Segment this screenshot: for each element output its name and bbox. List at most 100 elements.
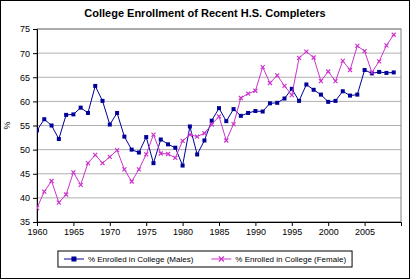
tick: 50 — [20, 145, 37, 155]
point — [144, 152, 148, 156]
series-markers — [37, 33, 396, 210]
tick: 1985 — [209, 222, 229, 237]
point — [181, 139, 185, 143]
grid-line — [37, 173, 401, 174]
tick-mark — [33, 174, 37, 175]
legend-item: % Enrolled in College (Males) — [64, 255, 194, 264]
tick-mark — [146, 222, 147, 226]
point — [217, 114, 221, 118]
tick-mark — [255, 222, 256, 226]
plot-frame — [37, 29, 401, 222]
point — [312, 88, 316, 92]
plot-marks — [37, 33, 396, 210]
point — [108, 123, 112, 127]
point — [232, 122, 236, 126]
point — [130, 148, 134, 152]
legend: % Enrolled in College (Males)% Enrolled … — [58, 251, 352, 267]
point — [42, 117, 46, 121]
point — [188, 133, 192, 137]
point — [93, 153, 97, 157]
chart: 1960196519701975198019851990199520002005… — [0, 0, 410, 279]
point — [239, 114, 243, 118]
legend-marker — [219, 257, 224, 262]
tick: 1975 — [137, 222, 157, 237]
tick-label: 55 — [20, 121, 30, 131]
point — [93, 84, 97, 88]
point — [283, 96, 287, 100]
point — [195, 135, 199, 139]
tick: 1965 — [64, 222, 84, 237]
point — [253, 89, 257, 93]
point — [392, 33, 396, 37]
point — [297, 56, 301, 60]
tick: 65 — [20, 73, 37, 83]
point — [283, 84, 287, 88]
tick-label: 1995 — [282, 227, 302, 237]
point — [57, 137, 61, 141]
tick: 40 — [20, 193, 37, 203]
tick: 35 — [20, 217, 37, 227]
tick: 55 — [20, 121, 37, 131]
point — [253, 109, 257, 113]
point — [341, 89, 345, 93]
point — [333, 79, 337, 83]
y-axis: 354045505560657075 — [20, 24, 38, 227]
tick-mark — [110, 222, 111, 226]
grid-line — [37, 149, 401, 150]
point — [137, 151, 141, 155]
series-line — [37, 70, 394, 166]
point — [326, 100, 330, 104]
point — [370, 71, 374, 75]
point — [246, 92, 250, 96]
tick: 75 — [20, 24, 37, 34]
point — [232, 107, 236, 111]
point — [304, 50, 308, 54]
point — [79, 106, 83, 110]
tick: 2000 — [319, 222, 339, 237]
chart-border — [1, 1, 410, 279]
axis-line — [38, 223, 402, 227]
point — [64, 192, 68, 196]
point — [130, 179, 134, 183]
point — [268, 101, 272, 105]
tick: 70 — [20, 49, 37, 59]
point — [37, 206, 39, 210]
point — [297, 99, 301, 103]
point — [377, 59, 381, 63]
tick-label: 65 — [20, 73, 30, 83]
point — [37, 128, 39, 132]
tick-mark — [183, 222, 184, 226]
plot-area — [37, 29, 401, 222]
legend-marker — [71, 257, 76, 262]
legend-label: % Enrolled in College (Males) — [88, 255, 194, 264]
tick-label: 75 — [20, 24, 30, 34]
point — [363, 68, 367, 72]
point — [166, 142, 170, 146]
point — [290, 93, 294, 97]
point — [115, 111, 119, 115]
point — [144, 135, 148, 139]
tick-mark — [33, 29, 37, 30]
point — [275, 73, 279, 77]
point — [217, 106, 221, 110]
point — [224, 119, 228, 123]
point — [210, 119, 214, 123]
axis-line — [33, 30, 38, 223]
tick: 1980 — [173, 222, 193, 237]
point — [384, 71, 388, 75]
tick-label: 2005 — [355, 227, 375, 237]
tick: 60 — [20, 97, 37, 107]
point — [246, 111, 250, 115]
point — [319, 93, 323, 97]
point — [122, 135, 126, 139]
grid — [37, 29, 401, 222]
tick-mark — [365, 222, 366, 226]
point — [312, 55, 316, 59]
point — [355, 93, 359, 97]
grid-line — [37, 197, 401, 198]
point — [355, 44, 359, 48]
point — [50, 179, 54, 183]
tick-mark — [219, 222, 220, 226]
point — [319, 79, 323, 83]
point — [239, 96, 243, 100]
